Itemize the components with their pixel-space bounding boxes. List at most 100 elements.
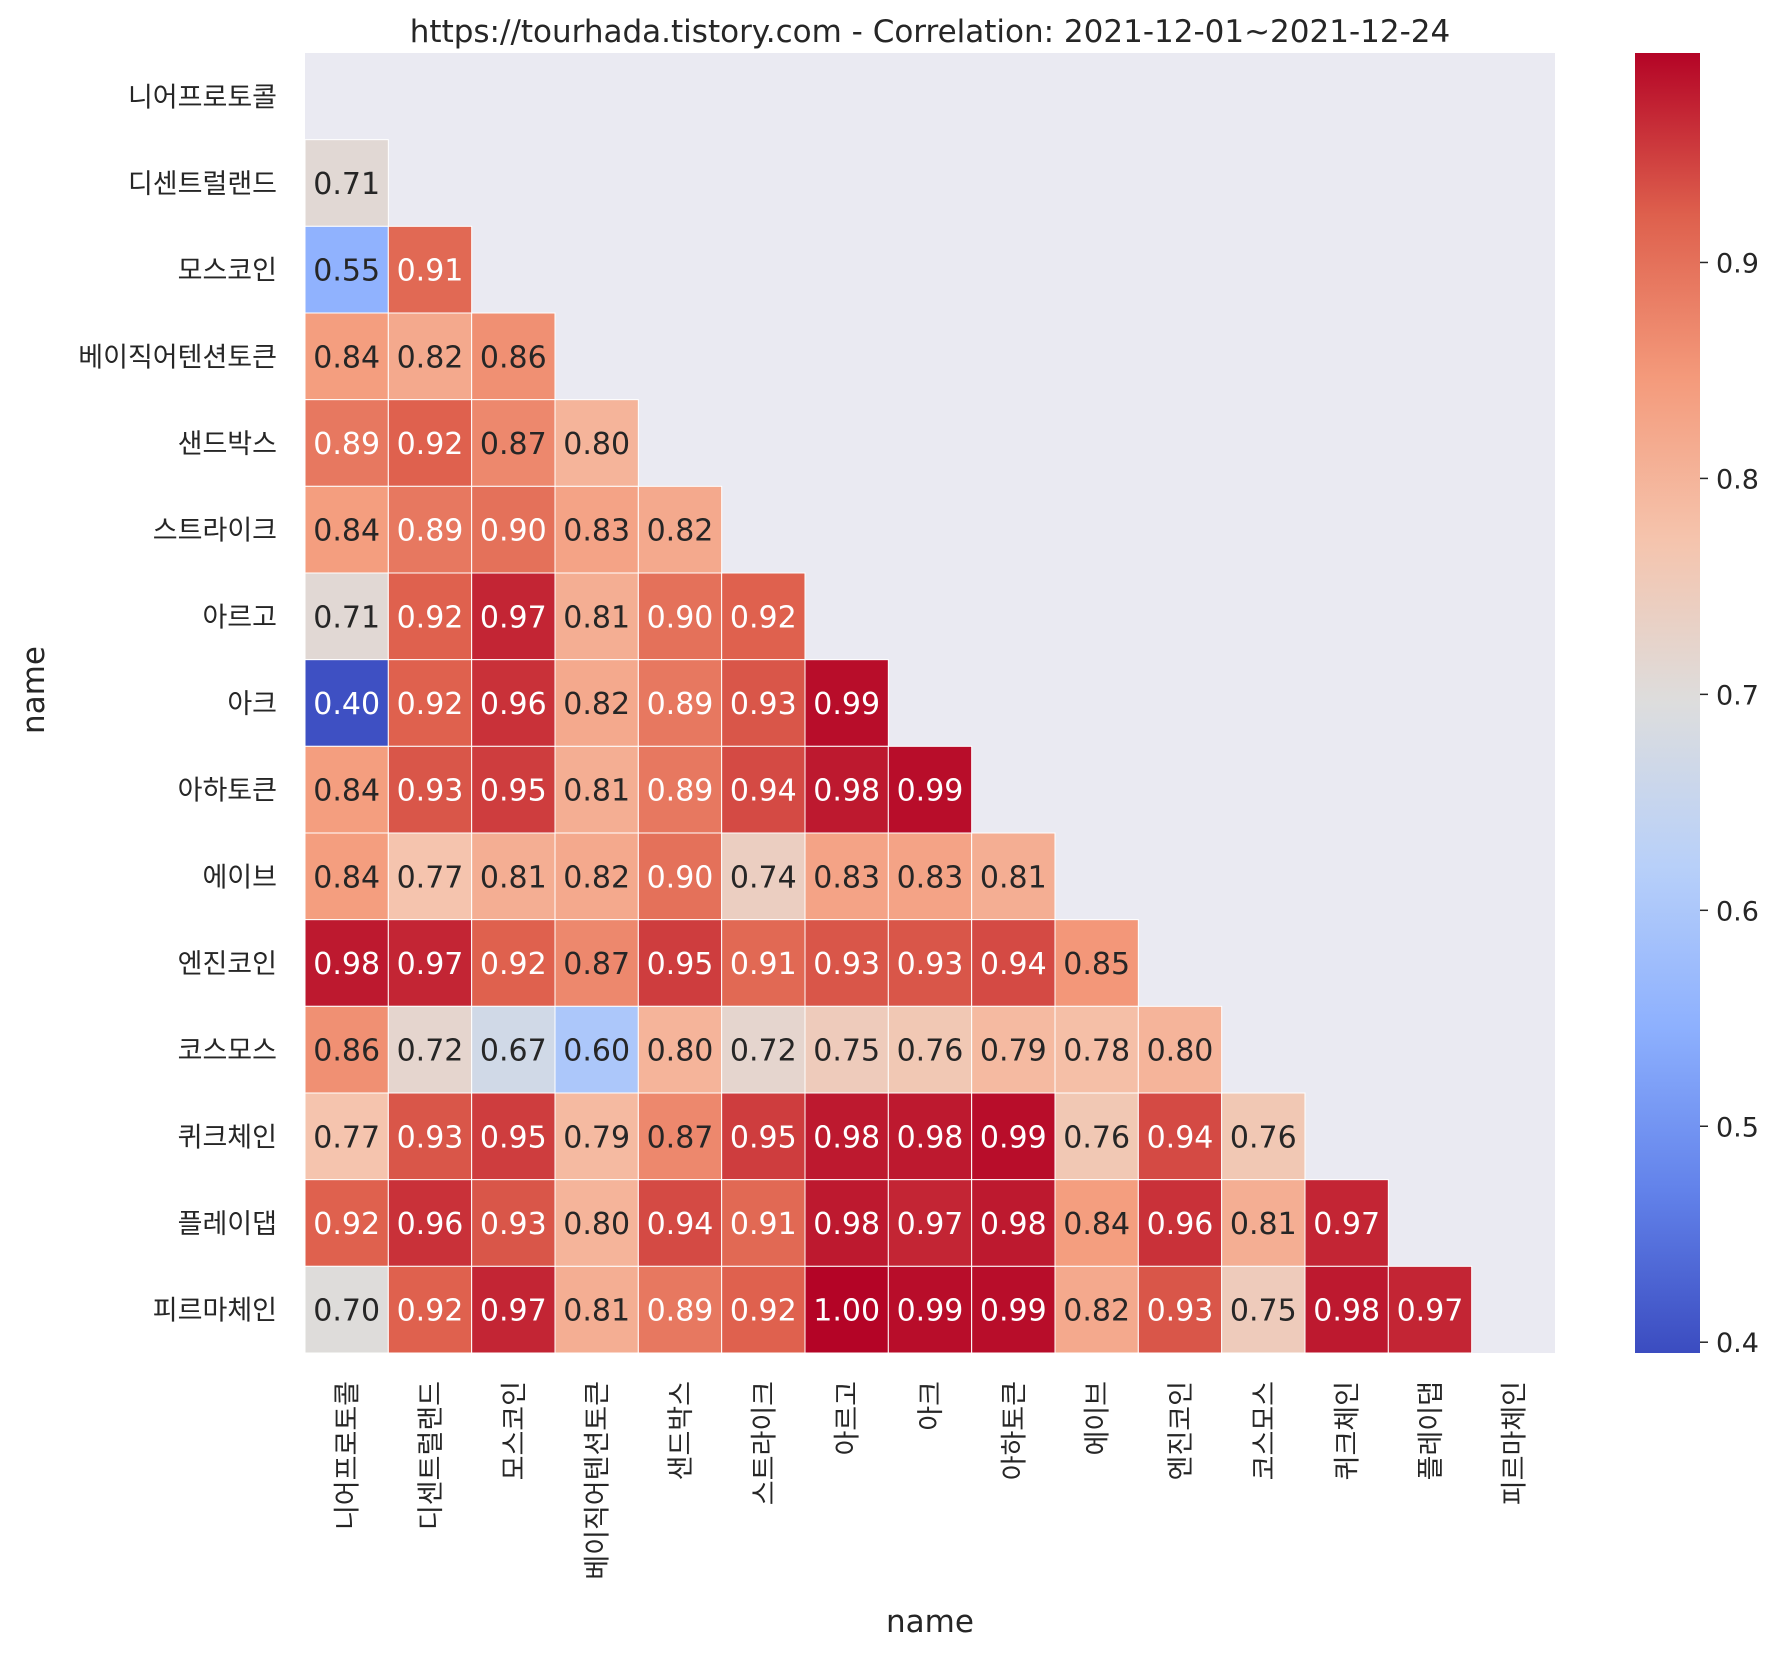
heatmap-cell — [304, 572, 389, 661]
heatmap-cell — [471, 832, 556, 921]
chart-title: https://tourhada.tistory.com - Correlati… — [410, 14, 1450, 50]
cell-value-label: 0.86 — [480, 340, 547, 375]
cell-value-label: 0.95 — [730, 1120, 797, 1155]
cell-value-label: 0.86 — [313, 1034, 380, 1069]
x-axis-label: name — [886, 1604, 974, 1640]
cell-value-label: 0.91 — [730, 1207, 797, 1242]
cell-value-label: 0.71 — [313, 167, 380, 202]
cell-value-label: 0.92 — [397, 600, 464, 635]
cell-value-label: 0.89 — [313, 427, 380, 462]
cell-value-label: 0.95 — [480, 774, 547, 809]
heatmap-cell — [1137, 1005, 1223, 1094]
cell-value-label: 0.87 — [647, 1120, 714, 1155]
cell-value-label: 0.89 — [647, 1294, 714, 1329]
cell-value-label: 0.93 — [397, 774, 464, 809]
heatmap-cell — [721, 919, 806, 1007]
cell-value-label: 1.00 — [813, 1294, 880, 1329]
x-tick-label: 피르마체인 — [1499, 1381, 1530, 1505]
cell-value-label: 0.94 — [647, 1207, 714, 1242]
cell-value-label: 0.76 — [1063, 1120, 1130, 1155]
heatmap-cell — [1054, 919, 1139, 1007]
cell-value-label: 0.95 — [480, 1120, 547, 1155]
heatmap-cell — [1387, 1265, 1473, 1354]
cell-value-label: 0.84 — [313, 514, 380, 549]
cell-value-label: 0.55 — [313, 254, 380, 289]
cell-value-label: 0.99 — [897, 1294, 964, 1329]
heatmap-cell — [637, 572, 723, 661]
heatmap-cell — [304, 312, 389, 401]
heatmap-cell — [554, 659, 639, 747]
heatmap-cell — [554, 919, 639, 1007]
cell-value-label: 0.92 — [397, 687, 464, 722]
cell-value-label: 0.98 — [980, 1207, 1047, 1242]
x-tick-label: 퀴크체인 — [1333, 1381, 1364, 1480]
heatmap-cell — [721, 1005, 806, 1094]
heatmap-cell — [387, 485, 473, 574]
cell-value-label: 0.93 — [897, 947, 964, 982]
colorbar-gradient — [1635, 53, 1700, 1353]
cell-value-label: 0.83 — [897, 860, 964, 895]
cell-value-label: 0.94 — [1147, 1120, 1214, 1155]
cell-value-label: 0.96 — [397, 1207, 464, 1242]
y-tick-label: 아르고 — [202, 602, 277, 633]
cell-value-label: 0.84 — [313, 774, 380, 809]
cell-value-label: 0.96 — [480, 687, 547, 722]
cell-value-label: 0.98 — [813, 1120, 880, 1155]
y-tick-label: 피르마체인 — [153, 1296, 277, 1327]
cell-value-label: 0.74 — [730, 860, 797, 895]
cell-value-label: 0.81 — [563, 600, 630, 635]
heatmap-cell — [304, 832, 389, 921]
y-tick-label: 니어프로토콜 — [128, 82, 277, 113]
heatmap-cell — [887, 745, 973, 834]
cell-value-label: 0.98 — [813, 1207, 880, 1242]
cell-value-label: 0.75 — [1230, 1294, 1297, 1329]
x-tick-label: 샌드박스 — [666, 1381, 697, 1480]
cell-value-label: 0.76 — [897, 1034, 964, 1069]
cell-value-label: 0.97 — [480, 1294, 547, 1329]
x-tick-label: 코스모스 — [1249, 1381, 1280, 1480]
heatmap-cell — [721, 745, 806, 834]
heatmap-cell — [804, 1265, 889, 1354]
heatmap-cell — [1054, 1265, 1139, 1354]
heatmap-cell — [554, 1179, 639, 1267]
cell-value-label: 0.97 — [397, 947, 464, 982]
cell-value-label: 0.78 — [1063, 1034, 1130, 1069]
heatmap-cell — [387, 832, 473, 921]
heatmap-cell — [1137, 1179, 1223, 1267]
heatmap-cell — [471, 1265, 556, 1354]
cell-value-label: 0.76 — [1230, 1120, 1297, 1155]
colorbar-tick-label: 0.5 — [1716, 1112, 1759, 1143]
cell-value-label: 0.99 — [813, 687, 880, 722]
cell-value-label: 0.92 — [730, 600, 797, 635]
cell-value-label: 0.87 — [480, 427, 547, 462]
heatmap-cell — [554, 1265, 639, 1354]
heatmap-cell — [387, 1005, 473, 1094]
cell-value-label: 0.79 — [980, 1034, 1047, 1069]
cell-value-label: 0.70 — [313, 1294, 380, 1329]
cell-value-label: 0.90 — [647, 600, 714, 635]
cell-value-label: 0.72 — [730, 1034, 797, 1069]
y-tick-label: 퀴크체인 — [178, 1122, 277, 1153]
x-tick-label: 에이브 — [1083, 1381, 1114, 1456]
heatmap-cell — [554, 399, 639, 487]
cell-value-label: 0.99 — [897, 774, 964, 809]
y-tick-label: 엔진코인 — [178, 949, 277, 980]
cell-value-label: 0.97 — [480, 600, 547, 635]
cell-value-label: 0.90 — [480, 514, 547, 549]
heatmap-cell — [554, 832, 639, 921]
cell-value-label: 0.79 — [563, 1120, 630, 1155]
heatmap-cell — [304, 659, 389, 747]
cell-value-label: 0.84 — [1063, 1207, 1130, 1242]
y-axis-label: name — [16, 646, 52, 734]
cell-value-label: 0.93 — [1147, 1294, 1214, 1329]
colorbar-tick-label: 0.8 — [1716, 464, 1759, 495]
heatmap-cell — [971, 1265, 1056, 1354]
heatmap-cell — [471, 1179, 556, 1267]
cell-value-label: 0.97 — [1397, 1294, 1464, 1329]
heatmap-cell — [387, 745, 473, 834]
x-tick-label: 엔진코인 — [1166, 1381, 1197, 1480]
heatmap-cell — [471, 399, 556, 487]
heatmap-cell — [971, 1005, 1056, 1094]
heatmap-cell — [637, 832, 723, 921]
